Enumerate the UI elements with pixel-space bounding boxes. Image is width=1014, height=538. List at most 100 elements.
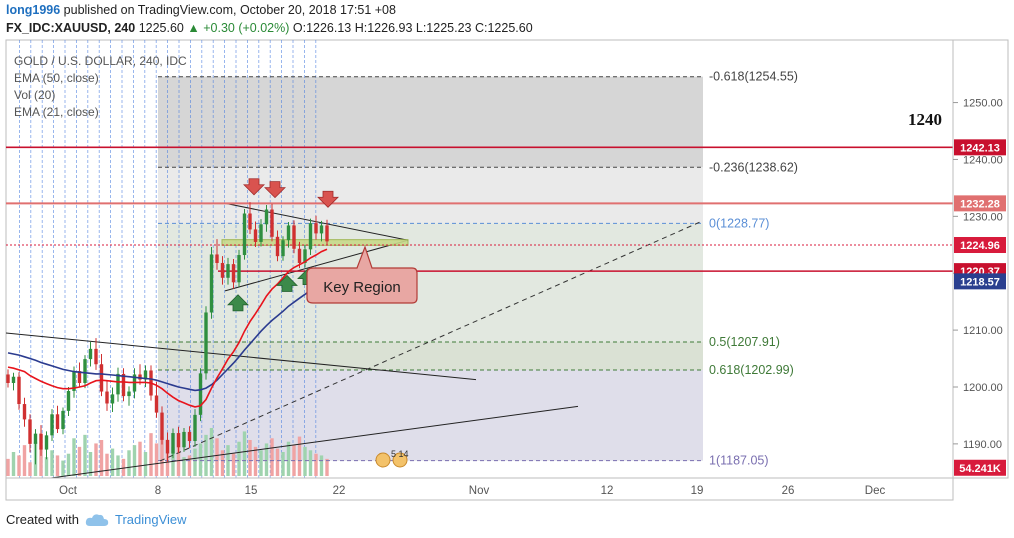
time-tick-label: 15	[245, 485, 258, 497]
price-change: +0.30 (+0.02%)	[203, 21, 290, 35]
volume-bar	[160, 436, 164, 476]
candle-body	[237, 255, 241, 283]
candle-body	[193, 414, 197, 442]
price-label: 1242.13	[960, 142, 1000, 154]
candle	[11, 372, 16, 391]
author-link[interactable]: long1996	[6, 3, 61, 17]
candle-body	[297, 248, 302, 263]
time-tick-label: Dec	[865, 485, 886, 497]
volume-bar	[242, 431, 247, 476]
volume-bar	[275, 448, 280, 476]
volume-bar	[88, 452, 93, 476]
candle-body	[264, 209, 269, 225]
volume-bar	[286, 441, 291, 476]
candle	[66, 386, 71, 416]
candle	[248, 202, 252, 234]
candle	[22, 397, 27, 427]
candle	[314, 215, 318, 240]
tradingview-brand-link[interactable]: TradingView	[114, 512, 187, 527]
publish-info: published on TradingView.com, October 20…	[63, 3, 396, 17]
volume-bar	[110, 448, 115, 476]
candle-body	[50, 414, 54, 436]
candle	[105, 381, 109, 411]
events-icon[interactable]: 5 14	[375, 449, 409, 468]
candle-body	[110, 394, 115, 404]
volume-bar	[215, 438, 219, 476]
time-tick-label: Nov	[469, 485, 490, 497]
candle-body	[231, 264, 236, 283]
time-tick-label: 22	[333, 485, 346, 497]
price-axis[interactable]	[952, 39, 1009, 479]
candle-body	[209, 254, 214, 313]
volume-bar	[149, 433, 153, 476]
volume-bar	[94, 443, 98, 476]
candle-body	[160, 412, 164, 440]
volume-bar	[39, 448, 43, 476]
up-arrow-icon	[276, 274, 298, 292]
candle-body	[39, 433, 43, 450]
candle	[88, 342, 93, 367]
price-label-bg	[954, 273, 1006, 290]
candle	[55, 405, 60, 434]
volume-bar	[17, 455, 21, 476]
candle-body	[281, 240, 285, 257]
candle-body	[182, 431, 186, 448]
candle	[165, 432, 170, 463]
down-arrow-icon	[317, 190, 339, 208]
candle	[297, 241, 302, 269]
price-label-bg	[954, 195, 1006, 212]
candle	[193, 409, 197, 447]
key-region-callout: Key Region	[306, 245, 418, 304]
candle-body	[204, 312, 208, 374]
candle-body	[44, 435, 49, 450]
candle-body	[61, 410, 65, 430]
volume-bar	[22, 445, 27, 476]
moving-averages	[7, 248, 328, 408]
price-tick-label: 1250.00	[963, 98, 1003, 110]
candle	[215, 239, 219, 270]
price-tick-label: 1210.00	[963, 325, 1003, 337]
events-count: 5 14	[391, 449, 409, 459]
fib-level-label: 1(1187.05)	[709, 454, 769, 468]
candle	[94, 338, 98, 370]
candle	[61, 407, 65, 435]
candle-body	[22, 404, 27, 420]
candle-body	[72, 371, 76, 391]
volume-bar	[77, 446, 82, 476]
ema-21-line	[7, 248, 328, 408]
up-arrow-icon	[227, 294, 249, 312]
volume-bar	[325, 458, 329, 476]
candles	[6, 202, 329, 465]
candle-body	[226, 264, 230, 278]
volume-bar	[61, 460, 65, 476]
candle	[325, 219, 329, 246]
up-arrow-icon: ▲	[187, 21, 200, 35]
fib-zone	[158, 341, 703, 370]
horizontal-levels	[6, 146, 953, 272]
publish-header: long1996 published on TradingView.com, O…	[6, 3, 396, 17]
volume-bar	[259, 450, 263, 476]
candle	[138, 364, 142, 385]
candle-body	[308, 223, 313, 250]
volume-bar	[127, 450, 131, 476]
candle	[182, 427, 186, 452]
price-label-bg	[954, 459, 1006, 476]
volume-bar	[72, 438, 76, 476]
time-axis[interactable]	[5, 477, 954, 501]
candle-body	[127, 391, 131, 397]
candle-body	[176, 433, 181, 448]
down-arrow-icon	[243, 178, 265, 196]
volume-bar	[138, 441, 142, 476]
volume-bar	[308, 450, 313, 476]
volume-bar	[182, 457, 186, 476]
volume-bar	[198, 443, 203, 476]
volume-bar	[50, 450, 54, 476]
descending-trendline	[6, 332, 477, 381]
candle-body	[138, 374, 142, 380]
key-region-label: Key Region	[323, 279, 401, 296]
footer: Created with TradingView	[6, 512, 187, 527]
candle-body	[99, 364, 104, 392]
candle-body	[220, 262, 225, 278]
price-axis-labels: 1242.131232.281220.371224.961218.5754.24…	[954, 139, 1006, 476]
